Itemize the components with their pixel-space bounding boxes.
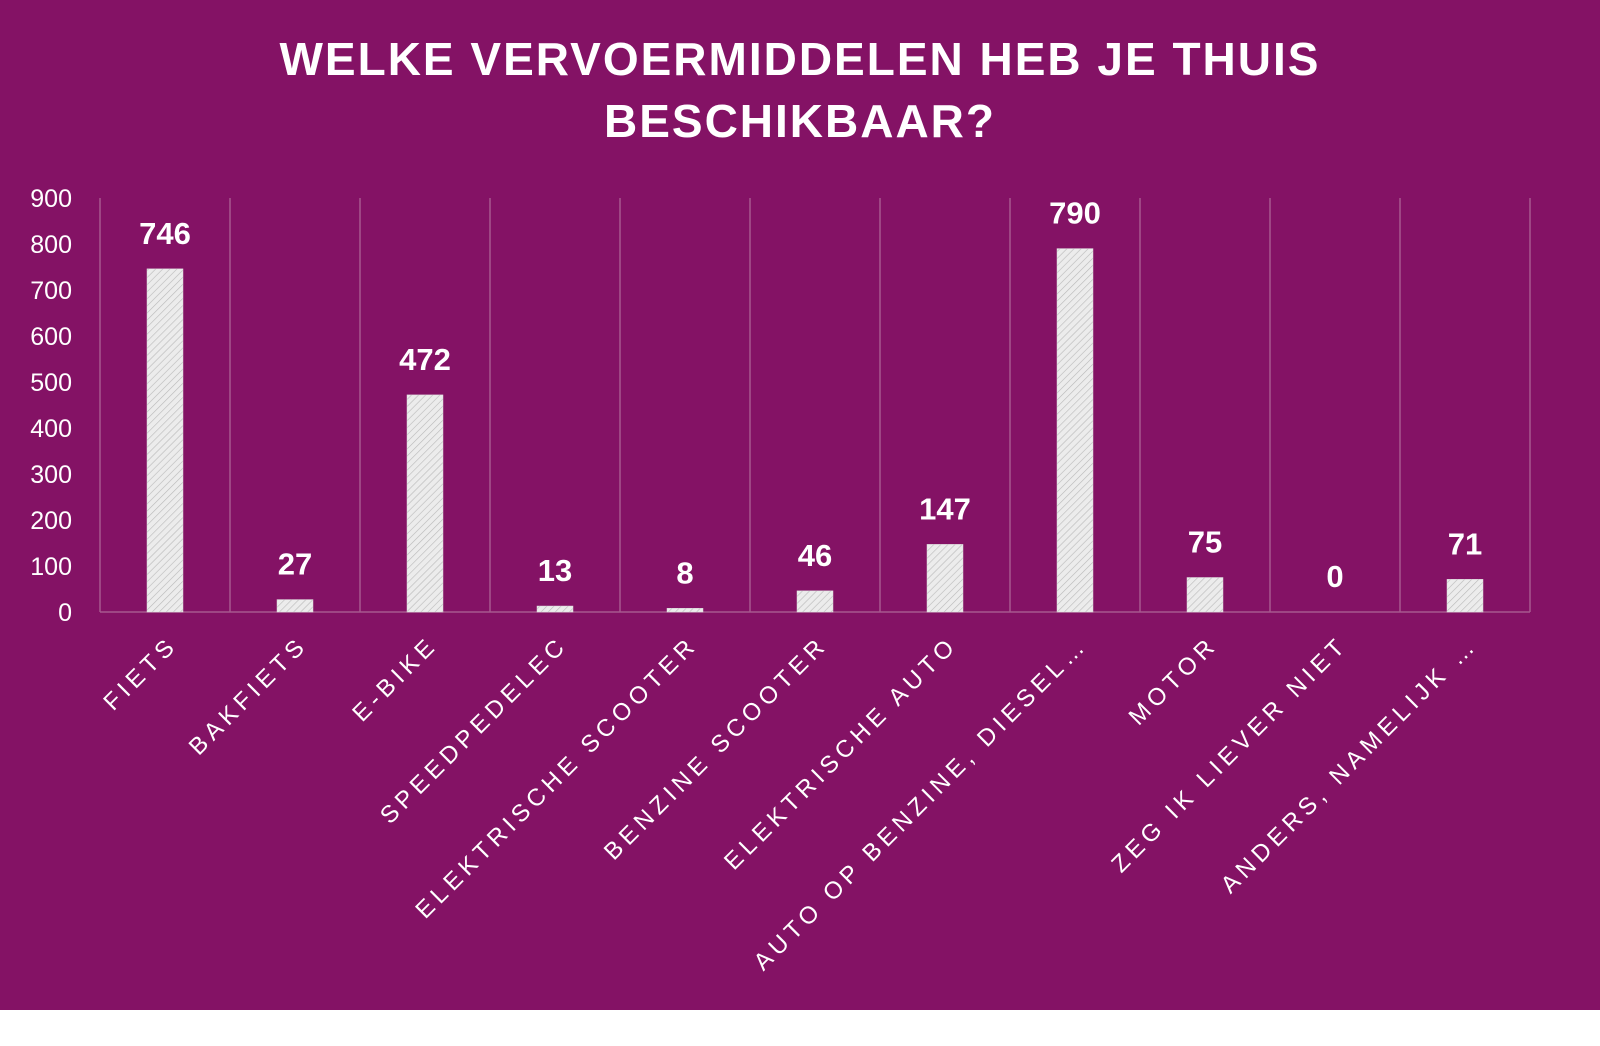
x-axis: FIETS BAKFIETS E-BIKESPEEDPEDELECELEKTRISC… [98,631,1483,976]
bar [146,268,184,613]
data-label: 75 [1188,525,1222,560]
y-tick-label: 400 [30,415,72,443]
data-label: 71 [1448,526,1482,561]
y-tick-label: 0 [58,599,72,627]
bar [1056,248,1094,613]
y-tick-label: 300 [30,461,72,489]
category-label: BAKFIETS [184,631,313,760]
category-label: ELEKTRISCHE AUTO [719,631,963,875]
category-label: FIETS [98,631,183,716]
bars [146,248,1484,613]
y-axis: 0 100 200 300 400 500 600 700 800 900 [30,185,72,627]
category-label: BENZINE SCOOTER [599,631,833,865]
y-tick-label: 600 [30,323,72,351]
bar [406,394,444,613]
data-label: 746 [139,216,191,251]
y-tick-label: 900 [30,185,72,213]
data-label: 13 [538,553,572,588]
data-label: 790 [1049,196,1101,231]
bar [926,544,964,613]
category-label: MOTOR [1124,631,1224,731]
chart-panel [0,0,1600,1010]
y-tick-label: 700 [30,277,72,305]
bar [1446,579,1484,613]
bar [1186,577,1224,613]
category-label: ANDERS, NAMELIJK … [1216,631,1484,899]
data-label: 147 [919,491,971,526]
chart-title-line-2: BESCHIKBAAR? [604,95,996,147]
y-tick-label: 100 [30,553,72,581]
bar [276,599,314,613]
category-label: E-BIKE [347,631,443,727]
data-labels: 746 27 472 13 8 46 147 790 75 0 71 [139,196,1482,594]
data-label: 46 [798,538,832,573]
y-tick-label: 500 [30,369,72,397]
chart-title-line-1: WELKE VERVOERMIDDELEN HEB JE THUIS [279,33,1321,85]
data-label: 0 [1326,559,1343,594]
bar [666,608,704,613]
data-label: 472 [399,342,451,377]
data-label: 27 [278,547,312,582]
y-tick-label: 200 [30,507,72,535]
category-label: ZEG IK LIEVER NIET [1106,631,1353,878]
bar-chart: 0 100 200 300 400 500 600 700 800 900 746 27 472 13 8… [30,185,1531,976]
data-label: 8 [676,555,693,590]
bar [536,605,574,613]
bar [796,590,834,613]
y-tick-label: 800 [30,231,72,259]
chart-title: WELKE VERVOERMIDDELEN HEB JE THUIS BESCH… [200,28,1400,152]
category-label: ELEKTRISCHE SCOOTER [410,631,703,924]
